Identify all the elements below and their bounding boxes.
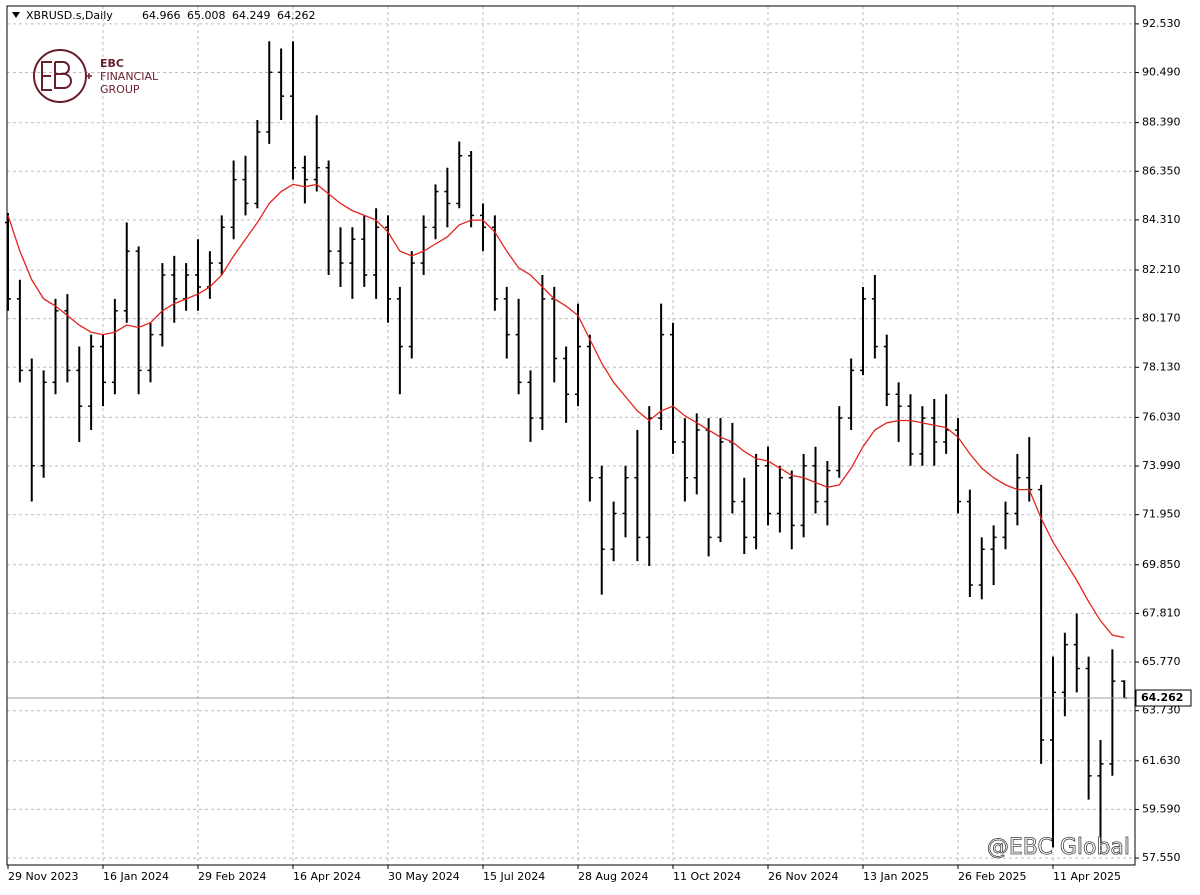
x-tick-label: 11 Apr 2025 <box>1053 870 1121 883</box>
y-tick-label: 59.590 <box>1142 802 1181 815</box>
price-label-box <box>1135 689 1192 707</box>
x-tick-label: 16 Jan 2024 <box>103 870 169 883</box>
y-tick-label: 69.850 <box>1142 558 1181 571</box>
y-tick-label: 80.170 <box>1142 312 1181 325</box>
y-tick-label: 73.990 <box>1142 459 1181 472</box>
moving-average <box>7 183 1125 639</box>
price-label: 64.262 <box>1141 691 1183 704</box>
y-tick-label: 71.950 <box>1142 508 1181 521</box>
ohlc-header: 64.966 65.008 64.249 64.262 <box>142 9 316 22</box>
y-tick-label: 67.810 <box>1142 606 1181 619</box>
plot-frame <box>6 5 1136 866</box>
logo-mark <box>41 61 72 91</box>
logo-line: FINANCIAL <box>100 70 159 83</box>
y-tick-label: 90.490 <box>1142 66 1181 79</box>
chart-title: XBRUSD.s,Daily <box>26 9 113 22</box>
ohlc-value: 64.249 <box>232 9 271 22</box>
x-tick-label: 16 Apr 2024 <box>293 870 361 883</box>
x-tick-label: 29 Feb 2024 <box>198 870 266 883</box>
logo: EBC FINANCIAL GROUP <box>33 49 159 103</box>
menu-arrow <box>12 12 20 18</box>
y-tick-label: 78.130 <box>1142 360 1181 373</box>
y-tick-label: 92.530 <box>1142 17 1181 30</box>
ohlc-value: 65.008 <box>187 9 226 22</box>
x-tick-label: 26 Nov 2024 <box>768 870 838 883</box>
y-tick-label: 57.550 <box>1142 851 1181 864</box>
ohlc-value: 64.966 <box>142 9 181 22</box>
y-tick-label: 76.030 <box>1142 410 1181 423</box>
logo-brand: EBC <box>100 57 124 70</box>
x-tick-label: 15 Jul 2024 <box>483 870 545 883</box>
logo-line: GROUP <box>100 83 140 96</box>
y-tick-label: 82.210 <box>1142 263 1181 276</box>
x-tick-label: 29 Nov 2023 <box>8 870 78 883</box>
y-tick-label: 86.350 <box>1142 164 1181 177</box>
logo-plus <box>86 73 92 79</box>
x-tick-label: 30 May 2024 <box>388 870 460 883</box>
grid <box>7 6 1135 865</box>
x-tick-label: 13 Jan 2025 <box>863 870 929 883</box>
x-tick-label: 28 Aug 2024 <box>578 870 648 883</box>
ohlc-value: 64.262 <box>277 9 316 22</box>
y-tick-label: 63.730 <box>1142 704 1181 717</box>
y-tick-label: 88.390 <box>1142 116 1181 129</box>
y-tick-label: 61.630 <box>1142 754 1181 767</box>
x-tick-label: 26 Feb 2025 <box>958 870 1026 883</box>
watermark: @EBC Global <box>987 835 1130 860</box>
y-tick-label: 65.770 <box>1142 655 1181 668</box>
y-tick-label: 84.310 <box>1142 213 1181 226</box>
x-tick-label: 11 Oct 2024 <box>673 870 741 883</box>
marks <box>5 41 1135 853</box>
